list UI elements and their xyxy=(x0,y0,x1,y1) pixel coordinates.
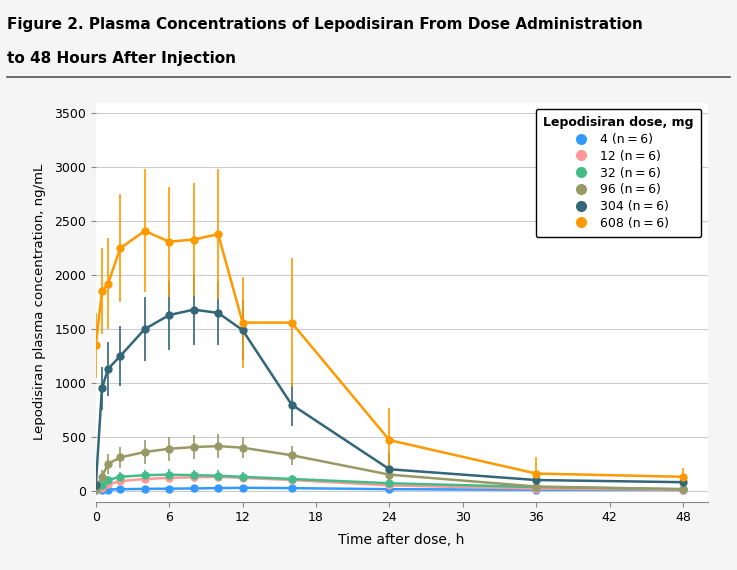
X-axis label: Time after dose, h: Time after dose, h xyxy=(338,532,465,547)
Text: Figure 2. Plasma Concentrations of Lepodisiran From Dose Administration: Figure 2. Plasma Concentrations of Lepod… xyxy=(7,17,643,32)
Y-axis label: Lepodisiran plasma concentration, ng/mL: Lepodisiran plasma concentration, ng/mL xyxy=(33,164,46,440)
Text: to 48 Hours After Injection: to 48 Hours After Injection xyxy=(7,51,237,66)
Legend: 4 (n = 6), 12 (n = 6), 32 (n = 6), 96 (n = 6), 304 (n = 6), 608 (n = 6): 4 (n = 6), 12 (n = 6), 32 (n = 6), 96 (n… xyxy=(536,109,702,237)
